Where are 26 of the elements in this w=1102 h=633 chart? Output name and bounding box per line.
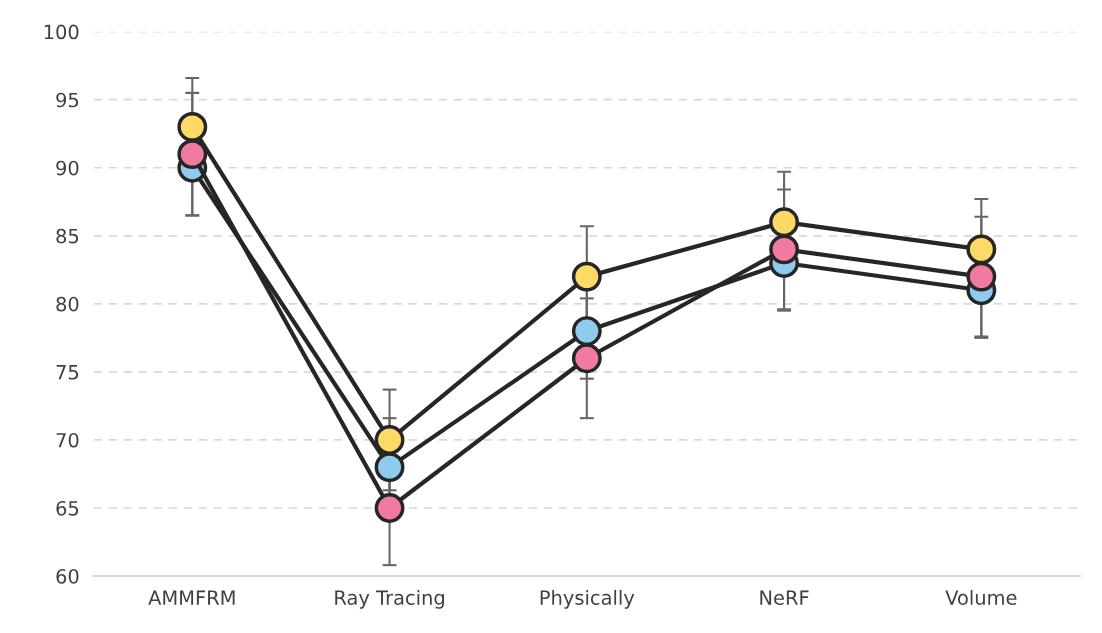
y-tick-label: 100 [44, 24, 79, 40]
x-tick-label: Ray Tracing [335, 589, 444, 609]
point [966, 234, 997, 265]
x-tick-label: AMMFRM [148, 590, 235, 605]
point [177, 111, 208, 142]
y-tick-label: 95 [56, 92, 79, 108]
y-tick-label: 85 [56, 228, 79, 244]
point [374, 425, 405, 455]
point [571, 343, 602, 374]
point [177, 139, 208, 170]
y-tick-label: 70 [56, 432, 79, 448]
point [374, 452, 405, 483]
y-tick-label: 75 [56, 365, 79, 380]
x-tick-label: Volume [945, 589, 1017, 605]
point [571, 261, 602, 292]
y-tick-label: 90 [56, 160, 79, 176]
point [769, 234, 800, 265]
point [966, 261, 997, 292]
y-tick-label: 65 [56, 500, 79, 516]
point [374, 493, 405, 523]
y-tick-label: 80 [56, 296, 79, 312]
point [571, 316, 602, 346]
point [769, 207, 800, 238]
y-tick-label: 60 [56, 568, 79, 584]
x-tick-label: Physically [540, 589, 635, 609]
x-tick-label: NeRF [760, 590, 809, 605]
